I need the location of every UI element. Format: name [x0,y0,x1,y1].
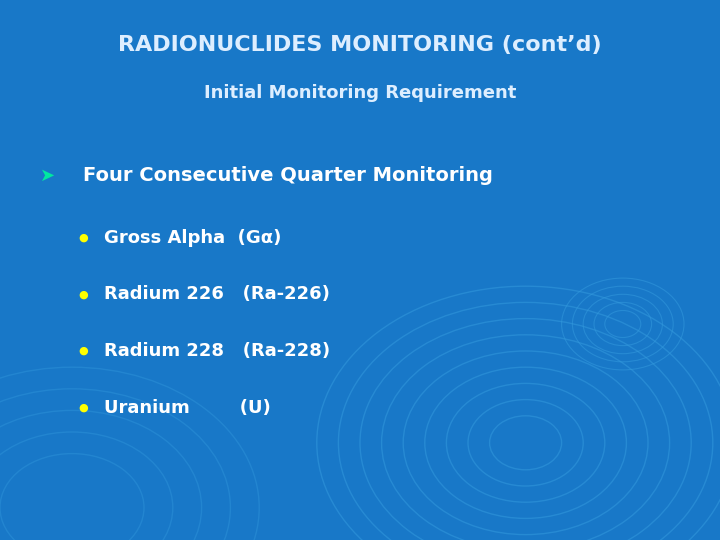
Text: Uranium        (U): Uranium (U) [104,399,271,417]
Text: Gross Alpha  (Gα): Gross Alpha (Gα) [104,228,282,247]
Text: ➤: ➤ [40,166,55,185]
Text: RADIONUCLIDES MONITORING (cont’d): RADIONUCLIDES MONITORING (cont’d) [118,35,602,55]
Text: Radium 228   (Ra-228): Radium 228 (Ra-228) [104,342,330,360]
Text: ●: ● [78,346,88,356]
Text: Initial Monitoring Requirement: Initial Monitoring Requirement [204,84,516,102]
Text: Radium 226   (Ra-226): Radium 226 (Ra-226) [104,285,330,303]
Text: Four Consecutive Quarter Monitoring: Four Consecutive Quarter Monitoring [83,166,492,185]
Text: ●: ● [78,289,88,299]
Text: ●: ● [78,403,88,413]
Text: ●: ● [78,233,88,242]
